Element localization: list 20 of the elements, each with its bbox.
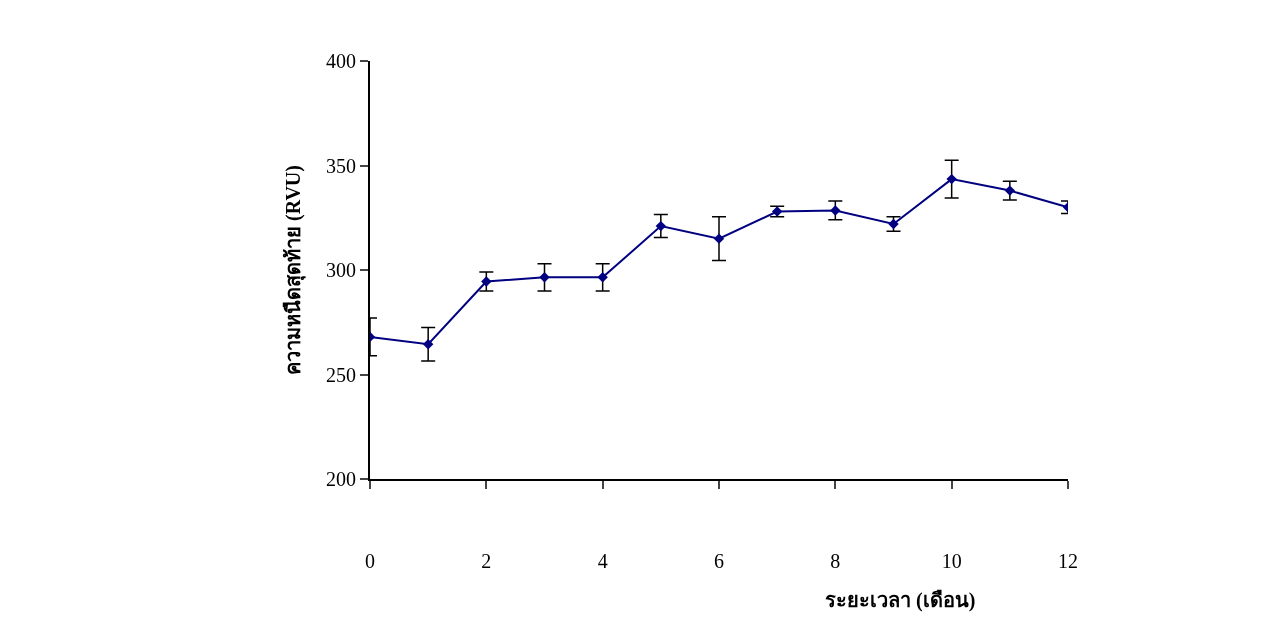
- y-tick-label: 350: [326, 154, 356, 177]
- x-tick-label: 0: [365, 550, 375, 572]
- x-tick-label: 8: [830, 550, 841, 572]
- point: [713, 233, 725, 244]
- x-tick-label: 6: [714, 550, 724, 572]
- point: [946, 173, 957, 185]
- point: [539, 272, 550, 283]
- y-axis-title: ความหนืดสุดท้าย (RVU): [282, 165, 306, 375]
- y-tick-label: 200: [326, 468, 356, 490]
- point: [597, 272, 608, 283]
- x-tick-label: 4: [597, 550, 608, 572]
- y-tick-label: 300: [326, 259, 356, 281]
- point: [655, 220, 667, 232]
- x-tick-label: 10: [941, 550, 962, 572]
- x-tick-label: 12: [1058, 550, 1078, 572]
- x-axis-title: ระยะเวลา (เดือน): [825, 589, 976, 612]
- y-tick-label: 250: [326, 363, 356, 386]
- x-tick-label: 2: [481, 550, 492, 572]
- y-tick-label: 400: [326, 50, 356, 72]
- point: [422, 339, 434, 350]
